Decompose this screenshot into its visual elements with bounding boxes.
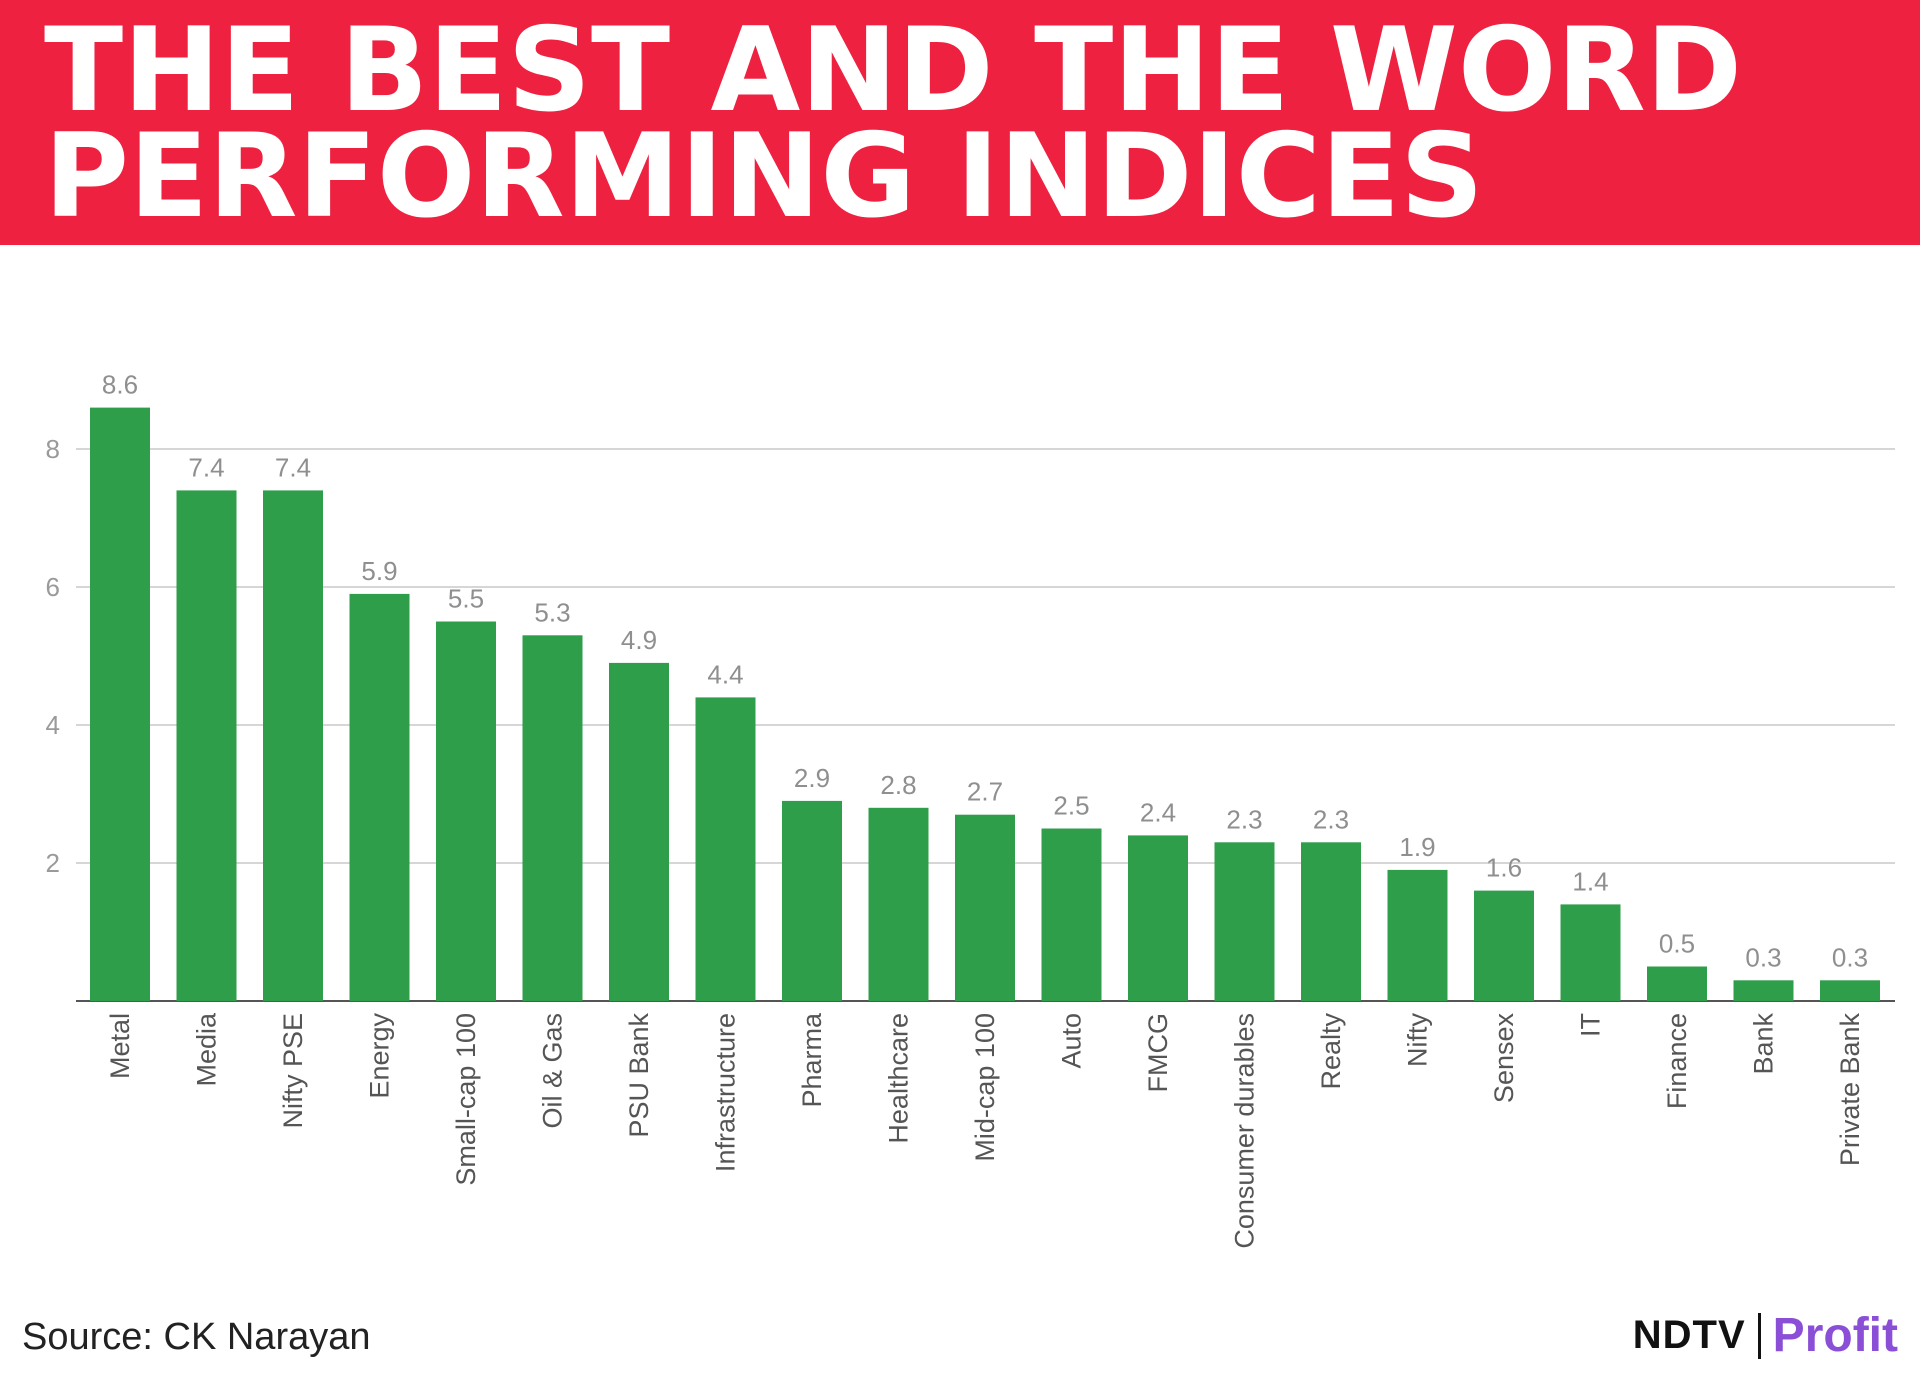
value-label-17: 1.4 <box>1572 866 1608 896</box>
bar-8 <box>782 800 842 1001</box>
category-label-19: Bank <box>1749 1013 1779 1075</box>
y-tick-label-4: 4 <box>46 710 60 740</box>
bar-7 <box>695 697 756 1001</box>
y-tick-label-2: 2 <box>46 848 60 878</box>
category-label-6: PSU Bank <box>624 1013 654 1138</box>
bar-10 <box>955 814 1015 1001</box>
bar-9 <box>868 807 929 1001</box>
source-note: Source: CK Narayan <box>22 1316 371 1358</box>
bar-17 <box>1560 904 1621 1001</box>
category-label-20: Private Bank <box>1835 1013 1865 1167</box>
y-tick-label-6: 6 <box>46 572 60 602</box>
category-label-7: Infrastructure <box>711 1013 741 1172</box>
bar-13 <box>1214 842 1275 1001</box>
category-label-12: FMCG <box>1143 1013 1173 1092</box>
bar-3 <box>349 593 410 1001</box>
value-label-4: 5.5 <box>448 584 484 614</box>
value-label-5: 5.3 <box>534 597 570 627</box>
bar-11 <box>1041 828 1102 1001</box>
bar-19 <box>1733 980 1794 1001</box>
bar-14 <box>1301 842 1361 1001</box>
category-label-15: Nifty <box>1403 1013 1433 1068</box>
brand-logo: NDTV Profit <box>1633 1308 1898 1363</box>
value-label-14: 2.3 <box>1313 804 1349 834</box>
value-label-3: 5.9 <box>361 556 397 586</box>
value-label-13: 2.3 <box>1226 804 1262 834</box>
value-label-18: 0.5 <box>1659 929 1695 959</box>
category-label-3: Energy <box>365 1013 395 1099</box>
value-label-10: 2.7 <box>967 777 1003 807</box>
value-label-7: 4.4 <box>707 659 743 689</box>
value-label-19: 0.3 <box>1745 942 1781 972</box>
category-label-10: Mid-cap 100 <box>970 1013 1000 1162</box>
value-label-8: 2.9 <box>794 763 830 793</box>
value-label-20: 0.3 <box>1832 942 1868 972</box>
title-banner: THE BEST AND THE WORD PERFORMING INDICES <box>0 0 1920 245</box>
bar-16 <box>1474 890 1534 1001</box>
value-label-15: 1.9 <box>1399 832 1435 862</box>
value-label-6: 4.9 <box>621 625 657 655</box>
category-label-4: Small-cap 100 <box>451 1013 481 1186</box>
category-label-11: Auto <box>1057 1013 1087 1069</box>
category-label-18: Finance <box>1662 1013 1692 1109</box>
category-label-5: Oil & Gas <box>538 1013 568 1129</box>
chart-title-line-1: THE BEST AND THE WORD <box>44 3 1743 138</box>
value-label-11: 2.5 <box>1053 791 1089 821</box>
bar-2 <box>263 490 323 1001</box>
value-label-0: 8.6 <box>102 370 138 400</box>
bar-12 <box>1128 835 1188 1001</box>
category-label-14: Realty <box>1316 1013 1346 1090</box>
category-label-2: Nifty PSE <box>278 1013 308 1129</box>
category-label-1: Media <box>192 1012 222 1087</box>
category-label-8: Pharma <box>797 1012 827 1108</box>
value-label-1: 7.4 <box>188 452 224 482</box>
value-label-12: 2.4 <box>1140 797 1176 827</box>
bar-20 <box>1820 980 1880 1001</box>
bar-15 <box>1387 869 1448 1001</box>
category-label-17: IT <box>1576 1013 1606 1037</box>
bar-6 <box>609 662 669 1001</box>
category-label-0: Metal <box>105 1013 135 1079</box>
category-label-16: Sensex <box>1489 1013 1519 1104</box>
bar-4 <box>436 621 496 1001</box>
y-tick-label-8: 8 <box>46 434 60 464</box>
chart-title-line-2: PERFORMING INDICES <box>44 109 1484 244</box>
value-label-9: 2.8 <box>880 770 916 800</box>
bar-0 <box>90 407 150 1002</box>
category-label-9: Healthcare <box>884 1013 914 1144</box>
category-label-13: Consumer durables <box>1230 1013 1260 1249</box>
bar-1 <box>176 490 237 1001</box>
value-label-16: 1.6 <box>1486 853 1522 883</box>
bar-chart: 2 4 6 8 8.6 Metal 7.4 Media 7.4 Nifty PSE 5.9 Energ… <box>46 370 1895 1249</box>
bar-5 <box>522 635 583 1001</box>
brand-profit-text: Profit <box>1772 1309 1898 1362</box>
brand-ndtv-text: NDTV <box>1632 1313 1746 1357</box>
brand-divider <box>1757 1312 1761 1359</box>
bar-18 <box>1647 966 1707 1001</box>
value-label-2: 7.4 <box>275 452 311 482</box>
